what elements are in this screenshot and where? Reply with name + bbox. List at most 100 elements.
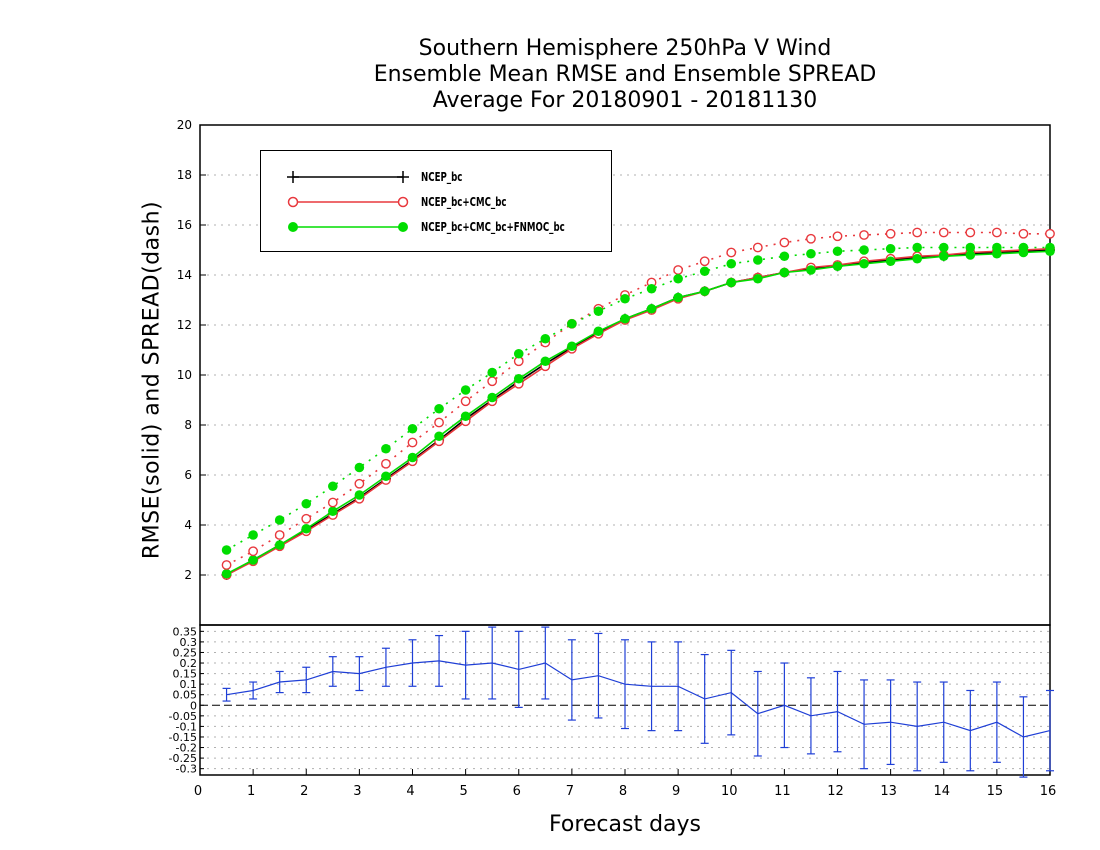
series-point-2 — [806, 265, 816, 275]
series-point-2 — [248, 555, 258, 565]
series-point-3 — [327, 497, 338, 508]
x-tick-label: 6 — [513, 784, 521, 799]
series-point-4 — [221, 545, 232, 555]
series-point-3 — [832, 231, 843, 242]
series-line-4 — [226, 246, 1050, 551]
series-point-2 — [912, 253, 922, 264]
series-point-3 — [806, 233, 816, 244]
legend-swatch-ncep — [287, 171, 409, 183]
series-point-4 — [806, 248, 816, 259]
series-point-4 — [779, 251, 790, 262]
x-tick-label: 2 — [300, 784, 308, 799]
legend-label-ncep-cmc-fnmoc: NCEP_bc+CMC_bc+FNMOC_bc — [421, 220, 565, 234]
legend-label-ncep: NCEP_bc — [421, 170, 463, 184]
series-point-3 — [726, 247, 737, 258]
series-point-4 — [460, 385, 471, 395]
series-point-2 — [885, 256, 896, 267]
series-point-3 — [885, 228, 896, 239]
chart-title-line3: Average For 20180901 - 20181130 — [432, 88, 818, 113]
legend-swatch-ncep-cmc-fnmoc — [288, 222, 408, 232]
x-tick-label: 12 — [827, 784, 844, 799]
series-point-3 — [673, 265, 684, 275]
x-tick-label: 7 — [566, 784, 574, 799]
y-tick-label-upper: 12 — [177, 318, 192, 332]
series-point-4 — [248, 530, 258, 540]
series-point-2 — [434, 431, 444, 442]
series-point-3 — [487, 376, 498, 387]
x-tick-label: 9 — [672, 784, 680, 799]
x-tick-label: 14 — [933, 784, 950, 799]
series-point-4 — [487, 367, 497, 378]
x-axis-label: Forecast days — [548, 812, 702, 837]
y-tick-label-lower: 0 — [190, 699, 197, 712]
y-tick-label-upper: 10 — [177, 368, 192, 382]
series-point-4 — [912, 242, 922, 253]
y-tick-label-lower: 0.25 — [173, 646, 198, 659]
y-tick-label-upper: 6 — [184, 468, 192, 482]
x-tick-label: 3 — [353, 784, 361, 799]
series-point-3 — [381, 458, 391, 469]
series-point-2 — [726, 277, 737, 288]
x-tick-label: 10 — [721, 784, 738, 799]
series-point-2 — [753, 273, 763, 284]
series-line-3 — [226, 231, 1050, 566]
series-point-4 — [434, 403, 444, 414]
legend-label-ncep-cmc: NCEP_bc+CMC_bc — [421, 195, 507, 209]
series-point-2 — [646, 303, 657, 314]
series-point-2 — [487, 392, 497, 403]
series-point-4 — [992, 242, 1002, 253]
y-tick-label-lower: -0.3 — [176, 763, 197, 776]
series-point-3 — [354, 478, 365, 489]
series-point-3 — [1018, 228, 1029, 239]
x-tick-label: 5 — [459, 784, 467, 799]
series-point-4 — [753, 255, 763, 265]
chart-title-line2: Ensemble Mean RMSE and Ensemble SPREAD — [373, 62, 877, 87]
y-axis-label: RMSE(solid) and SPREAD(dash) — [139, 200, 165, 560]
series-point-2 — [274, 540, 285, 550]
y-tick-label-lower: -0.1 — [176, 720, 197, 733]
series-point-2 — [699, 286, 710, 297]
series-point-4 — [328, 481, 338, 492]
series-point-3 — [460, 396, 471, 407]
y-tick-label-lower: 0.3 — [180, 636, 198, 649]
series-point-3 — [434, 417, 444, 428]
x-tick-label: 11 — [774, 784, 791, 799]
series-point-4 — [513, 348, 524, 359]
series-point-2 — [779, 267, 790, 278]
x-tick-label: 0 — [194, 784, 202, 799]
legend-item-ncep: NCEP_bc — [261, 168, 611, 188]
y-tick-label-lower: 0.15 — [173, 668, 198, 681]
y-tick-label-upper: 16 — [177, 218, 192, 232]
x-tick-label: 15 — [987, 784, 1004, 799]
series-point-2 — [513, 373, 524, 384]
series-point-2 — [567, 341, 577, 352]
y-tick-label-upper: 14 — [177, 268, 192, 282]
y-tick-label-upper: 2 — [184, 568, 192, 582]
series-point-4 — [938, 242, 949, 253]
series-point-2 — [328, 506, 338, 517]
series-point-4 — [673, 273, 683, 284]
series-line-1 — [226, 247, 1051, 576]
series-line-2 — [226, 250, 1051, 575]
series-point-3 — [699, 256, 710, 267]
legend-swatch-ncep-cmc — [287, 196, 409, 208]
series-point-3 — [752, 242, 763, 253]
series-point-4 — [540, 333, 551, 344]
series-point-3 — [991, 227, 1002, 238]
series-point-2 — [859, 258, 869, 269]
legend-item-ncep-cmc: NCEP_bc+CMC_bc — [261, 193, 611, 213]
series-point-2 — [938, 251, 949, 262]
series-point-4 — [407, 423, 418, 434]
y-tick-label-lower: -0.2 — [176, 742, 197, 755]
y-tick-label-lower: -0.25 — [169, 752, 197, 765]
series-point-3 — [407, 437, 418, 448]
series-point-2 — [460, 411, 471, 422]
x-tick-label: 16 — [1040, 784, 1057, 799]
series-point-4 — [965, 242, 976, 253]
series-point-4 — [593, 306, 604, 317]
series-point-3 — [938, 227, 949, 238]
x-tick-label: 8 — [619, 784, 627, 799]
x-tick-label: 4 — [406, 784, 414, 799]
x-tick-label: 13 — [880, 784, 897, 799]
series-point-4 — [699, 266, 710, 277]
